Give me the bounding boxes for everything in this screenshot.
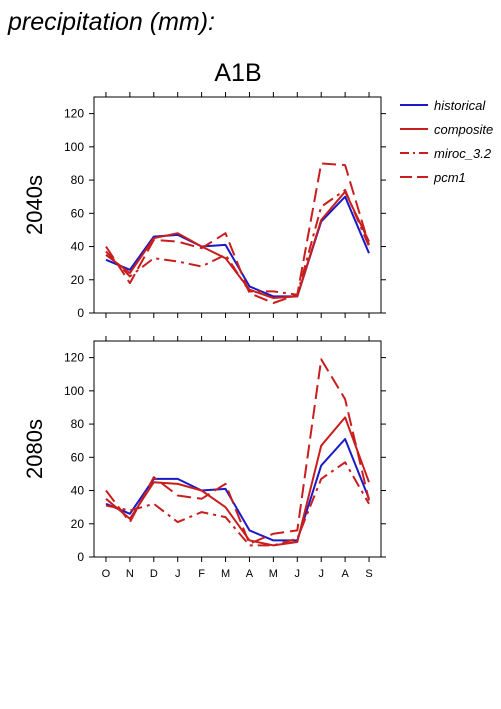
panel-label: 2040s	[22, 175, 47, 235]
legend-label-pcm1: pcm1	[433, 170, 466, 185]
x-tick-label: N	[126, 568, 134, 580]
y-tick-label: 20	[71, 273, 85, 287]
series-line-miroc-3-2	[105, 189, 370, 296]
x-tick-label: M	[269, 568, 278, 580]
series-line-miroc-3-2	[105, 461, 370, 547]
legend: historical composite miroc_3.2 pcm1	[400, 98, 493, 185]
page-title: precipitation (mm):	[7, 8, 215, 36]
x-tick-label: S	[365, 568, 372, 580]
y-tick-label: 100	[64, 384, 84, 398]
panel-2040s: 0 20 40 60 80 100 120 2040s	[22, 92, 386, 320]
y-tick-label: 20	[71, 517, 85, 531]
y-tick-label: 120	[64, 351, 84, 365]
x-tick-label: O	[102, 568, 111, 580]
x-tick-label: J	[295, 568, 301, 580]
x-tick-label: M	[221, 568, 230, 580]
y-tick-label: 120	[64, 107, 84, 121]
y-tick-label: 100	[64, 140, 84, 154]
series-line-composite	[105, 190, 370, 299]
x-tick-label: J	[175, 568, 181, 580]
y-tick-label: 0	[77, 550, 84, 564]
x-tick-label: J	[318, 568, 324, 580]
y-tick-label: 40	[71, 240, 85, 254]
y-tick-label: 0	[77, 306, 84, 320]
x-tick-label: F	[198, 568, 205, 580]
y-tick-label: 60	[71, 206, 85, 220]
y-tick-label: 80	[71, 417, 85, 431]
y-tick-label: 60	[71, 450, 85, 464]
panel-2080s: 0 20 40 60 80 100 120 O N D J F M A M J J A S 2080s	[22, 336, 386, 580]
chart-title: A1B	[214, 59, 261, 87]
x-tick-label: D	[150, 568, 158, 580]
y-tick-label: 40	[71, 484, 85, 498]
series-line-composite	[105, 416, 370, 547]
x-tick-label: A	[246, 568, 254, 580]
plot-frame	[93, 96, 382, 314]
series-line-pcm1	[105, 358, 370, 545]
series-line-pcm1	[105, 162, 370, 304]
y-tick-label: 80	[71, 173, 85, 187]
legend-label-historical: historical	[434, 98, 486, 113]
x-tick-label: A	[341, 568, 349, 580]
plot-frame	[93, 340, 382, 558]
legend-label-composite: composite	[434, 122, 493, 137]
legend-label-miroc-3-2: miroc_3.2	[434, 146, 492, 161]
panel-label: 2080s	[22, 419, 47, 479]
